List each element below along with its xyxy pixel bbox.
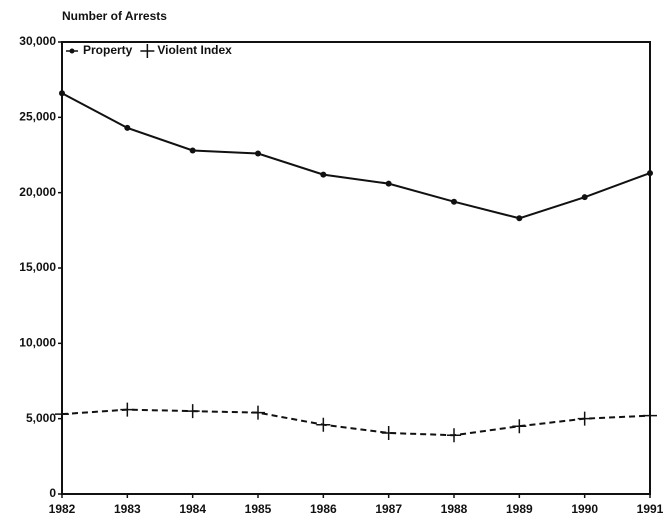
point bbox=[512, 419, 527, 434]
series-line bbox=[61, 408, 651, 437]
y-tick-label: 0 bbox=[49, 486, 56, 500]
x-tick-label: 1984 bbox=[179, 502, 206, 516]
x-tick-label: 1990 bbox=[571, 502, 598, 516]
x-tick-label: 1982 bbox=[49, 502, 76, 516]
x-tick-label: 1987 bbox=[375, 502, 402, 516]
y-tick-label: 10,000 bbox=[19, 336, 56, 350]
plot-frame bbox=[61, 41, 651, 495]
point bbox=[55, 407, 69, 422]
point bbox=[189, 147, 196, 154]
x-tick-label: 1991 bbox=[637, 502, 663, 516]
point bbox=[185, 404, 200, 419]
legend-label: Violent Index bbox=[157, 43, 232, 57]
legend-label: Property bbox=[83, 43, 133, 57]
point bbox=[120, 402, 135, 417]
x-tick-label: 1985 bbox=[245, 502, 272, 516]
x-tick-label: 1986 bbox=[310, 502, 337, 516]
y-axis-title: Number of Arrests bbox=[62, 9, 167, 23]
point bbox=[516, 215, 523, 222]
y-tick-label: 5,000 bbox=[26, 411, 56, 425]
x-tick-label: 1989 bbox=[506, 502, 533, 516]
point bbox=[643, 408, 657, 423]
point bbox=[316, 417, 331, 432]
y-tick-label: 20,000 bbox=[19, 185, 56, 199]
point bbox=[320, 171, 327, 178]
point bbox=[124, 124, 131, 131]
point bbox=[385, 180, 392, 187]
point bbox=[59, 90, 65, 97]
point bbox=[581, 194, 588, 201]
y-tick-label: 15,000 bbox=[19, 260, 56, 274]
x-tick-label: 1983 bbox=[114, 502, 141, 516]
point bbox=[577, 411, 592, 426]
x-tick-label: 1988 bbox=[441, 502, 468, 516]
point bbox=[381, 425, 396, 440]
point bbox=[451, 198, 457, 205]
y-tick-label: 30,000 bbox=[19, 34, 56, 48]
legend-marker bbox=[69, 48, 75, 54]
y-tick-label: 25,000 bbox=[19, 110, 56, 124]
series-line bbox=[61, 92, 651, 220]
point bbox=[647, 170, 653, 177]
point bbox=[447, 428, 461, 443]
point bbox=[251, 405, 265, 420]
point bbox=[255, 150, 261, 157]
legend-marker bbox=[140, 44, 155, 58]
